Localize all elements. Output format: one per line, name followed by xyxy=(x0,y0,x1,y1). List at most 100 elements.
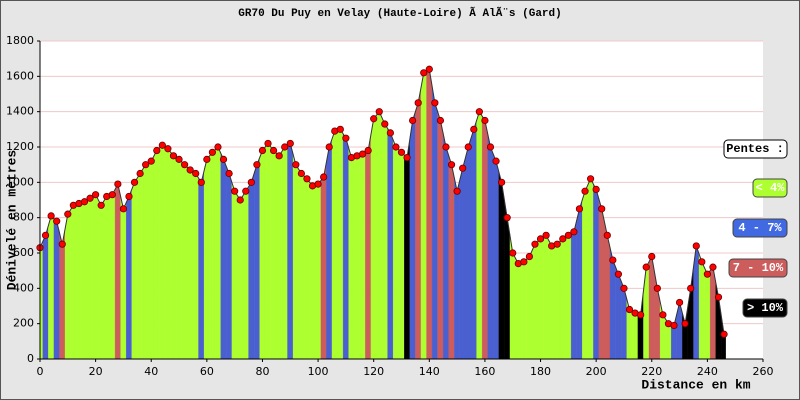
point-marker xyxy=(97,201,105,209)
point-marker xyxy=(397,148,406,156)
slope-band xyxy=(237,195,244,360)
slope-band xyxy=(459,157,466,360)
slope-band xyxy=(454,177,461,360)
point-marker xyxy=(281,143,289,151)
point-marker xyxy=(564,231,572,239)
point-marker xyxy=(53,217,61,225)
slope-band xyxy=(192,171,199,360)
point-marker xyxy=(153,146,161,155)
slope-band xyxy=(265,143,271,360)
y-tick-label: 600 xyxy=(13,246,34,259)
point-marker xyxy=(231,187,239,195)
point-marker xyxy=(314,180,322,188)
slope-band xyxy=(559,236,566,360)
slope-band xyxy=(543,235,550,360)
slope-band xyxy=(215,146,221,360)
point-marker xyxy=(186,166,194,174)
point-marker xyxy=(247,178,255,186)
point-marker xyxy=(409,116,417,125)
point-marker xyxy=(320,173,328,181)
x-tick-label: 240 xyxy=(697,365,718,378)
point-marker xyxy=(169,152,178,160)
point-marker xyxy=(92,191,100,199)
plot xyxy=(36,40,763,360)
slope-band xyxy=(64,209,71,360)
slope-band xyxy=(76,202,82,360)
x-tick-label: 100 xyxy=(308,365,329,378)
point-marker xyxy=(703,270,711,278)
point-marker xyxy=(692,242,700,250)
point-marker xyxy=(358,150,367,158)
point-marker xyxy=(414,99,422,107)
slope-band xyxy=(253,157,260,360)
slope-band xyxy=(404,139,410,360)
point-marker xyxy=(470,125,478,133)
point-marker xyxy=(381,120,389,128)
legend-label: < 4% xyxy=(756,181,786,195)
legend-label: > 10% xyxy=(747,301,784,315)
point-marker xyxy=(659,311,667,319)
point-marker xyxy=(520,258,528,266)
slope-band xyxy=(481,115,488,360)
chart-title: GR70 Du Puy en Velay (Haute-Loire) Ã AlÃ… xyxy=(238,6,561,20)
point-marker xyxy=(670,321,678,330)
point-marker xyxy=(592,185,600,193)
point-marker xyxy=(675,298,684,307)
slope-band xyxy=(164,146,171,360)
point-marker xyxy=(47,212,55,220)
point-marker xyxy=(181,161,189,169)
slope-band xyxy=(81,199,88,360)
slope-band xyxy=(448,155,455,360)
slope-band xyxy=(92,194,99,360)
x-tick-label: 180 xyxy=(530,365,551,378)
point-marker xyxy=(581,187,589,195)
point-marker xyxy=(80,198,89,206)
legend-swatch xyxy=(732,218,788,238)
point-marker xyxy=(342,134,350,142)
slope-band xyxy=(470,120,477,360)
slope-band xyxy=(137,168,144,360)
point-marker xyxy=(709,263,717,271)
slope-band xyxy=(520,258,527,360)
point-marker xyxy=(292,161,300,169)
slope-band xyxy=(398,149,405,360)
legend-title-box xyxy=(723,139,788,159)
y-tick-label: 1800 xyxy=(6,34,34,47)
point-marker xyxy=(214,143,222,151)
x-tick-label: 220 xyxy=(641,365,662,378)
point-marker xyxy=(286,139,294,148)
slope-band xyxy=(632,311,639,360)
slope-band xyxy=(53,218,60,360)
slope-band xyxy=(48,215,55,360)
slope-band xyxy=(226,166,233,360)
point-marker xyxy=(720,330,728,338)
slope-band xyxy=(476,111,483,360)
point-marker xyxy=(119,205,128,213)
slope-band xyxy=(593,184,600,360)
slope-band xyxy=(42,225,49,360)
slope-band xyxy=(704,267,711,360)
point-marker xyxy=(130,178,139,186)
point-marker xyxy=(258,146,267,155)
slope-band xyxy=(70,204,77,360)
point-marker xyxy=(509,249,517,257)
y-tick-label: 1000 xyxy=(6,175,34,188)
slope-band xyxy=(142,162,149,360)
y-tick-label: 800 xyxy=(13,211,34,224)
x-tick-label: 120 xyxy=(363,365,384,378)
slope-band xyxy=(420,70,427,360)
point-marker xyxy=(325,143,333,151)
slope-band xyxy=(209,149,216,360)
slope-band xyxy=(465,138,472,360)
slope-band xyxy=(131,177,138,360)
point-marker xyxy=(442,143,450,151)
slope-band xyxy=(170,151,177,360)
point-marker xyxy=(364,146,372,155)
y-tick-label: 200 xyxy=(13,317,34,330)
slope-band xyxy=(393,139,399,360)
slope-band xyxy=(309,181,316,360)
point-marker xyxy=(553,240,561,248)
slope-band xyxy=(443,133,449,360)
point-marker xyxy=(147,157,155,165)
point-marker xyxy=(192,169,200,178)
